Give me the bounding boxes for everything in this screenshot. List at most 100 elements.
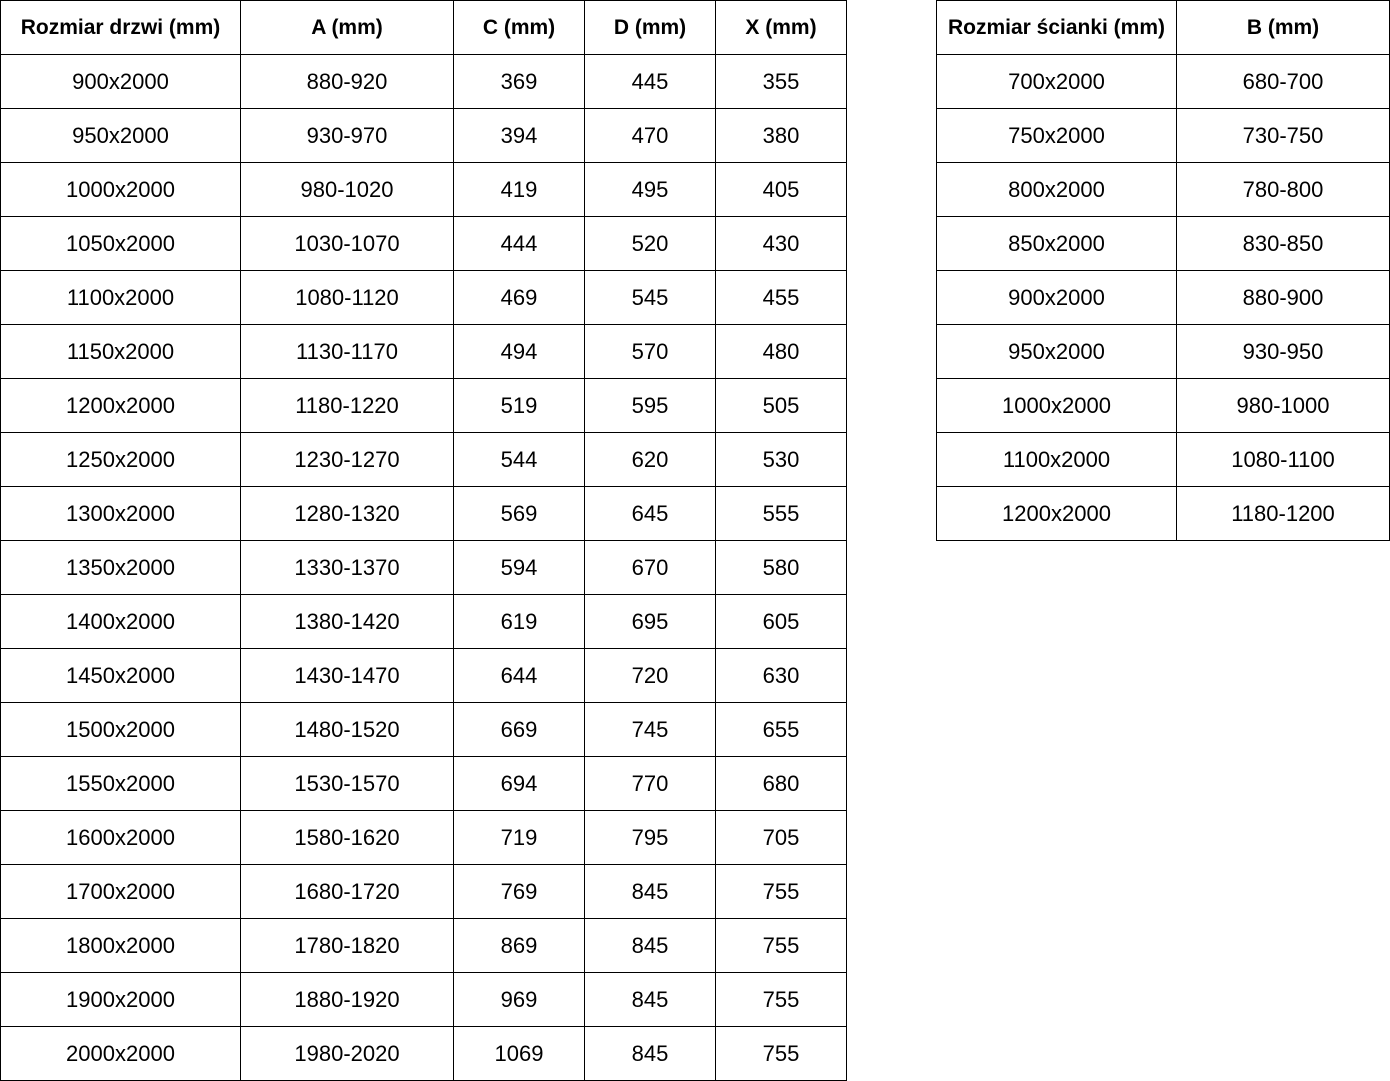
table-cell: 980-1020 bbox=[240, 162, 454, 217]
table-cell: 545 bbox=[584, 270, 716, 325]
table-cell: 355 bbox=[715, 54, 847, 109]
table-cell: 755 bbox=[715, 972, 847, 1027]
table-row: 1250x2000 1230-1270 544 620 530 bbox=[0, 432, 847, 487]
table-cell: 505 bbox=[715, 378, 847, 433]
table-cell: 1050x2000 bbox=[0, 216, 241, 271]
table-cell: 630 bbox=[715, 648, 847, 703]
table-cell: 620 bbox=[584, 432, 716, 487]
table-cell: 1250x2000 bbox=[0, 432, 241, 487]
table-cell: 720 bbox=[584, 648, 716, 703]
table-row: 1000x2000 980-1020 419 495 405 bbox=[0, 162, 847, 217]
table-cell: 869 bbox=[453, 918, 585, 973]
header-b: B (mm) bbox=[1176, 0, 1390, 55]
table-cell: 569 bbox=[453, 486, 585, 541]
table-cell: 1800x2000 bbox=[0, 918, 241, 973]
table-cell: 830-850 bbox=[1176, 216, 1390, 271]
table-row: 1150x2000 1130-1170 494 570 480 bbox=[0, 324, 847, 379]
table-cell: 445 bbox=[584, 54, 716, 109]
table-cell: 845 bbox=[584, 1026, 716, 1081]
table-cell: 469 bbox=[453, 270, 585, 325]
table-row: 700x2000 680-700 bbox=[936, 54, 1390, 109]
table-cell: 1380-1420 bbox=[240, 594, 454, 649]
table-cell: 950x2000 bbox=[0, 108, 241, 163]
table-row: 1050x2000 1030-1070 444 520 430 bbox=[0, 216, 847, 271]
table-cell: 755 bbox=[715, 918, 847, 973]
header-c: C (mm) bbox=[453, 0, 585, 55]
table-cell: 880-900 bbox=[1176, 270, 1390, 325]
table-row: 1200x2000 1180-1200 bbox=[936, 486, 1390, 541]
table-row: 1350x2000 1330-1370 594 670 580 bbox=[0, 540, 847, 595]
table-cell: 1230-1270 bbox=[240, 432, 454, 487]
table-cell: 394 bbox=[453, 108, 585, 163]
table-cell: 580 bbox=[715, 540, 847, 595]
table-cell: 470 bbox=[584, 108, 716, 163]
table-row: 1600x2000 1580-1620 719 795 705 bbox=[0, 810, 847, 865]
table-row: 1800x2000 1780-1820 869 845 755 bbox=[0, 918, 847, 973]
table-cell: 2000x2000 bbox=[0, 1026, 241, 1081]
table-row: 1700x2000 1680-1720 769 845 755 bbox=[0, 864, 847, 919]
table-cell: 655 bbox=[715, 702, 847, 757]
table-cell: 1480-1520 bbox=[240, 702, 454, 757]
table-cell: 1080-1100 bbox=[1176, 432, 1390, 487]
table-cell: 770 bbox=[584, 756, 716, 811]
table-cell: 645 bbox=[584, 486, 716, 541]
table-cell: 695 bbox=[584, 594, 716, 649]
table-cell: 930-950 bbox=[1176, 324, 1390, 379]
table-cell: 1069 bbox=[453, 1026, 585, 1081]
table-cell: 769 bbox=[453, 864, 585, 919]
header-door-size: Rozmiar drzwi (mm) bbox=[0, 0, 241, 55]
table-cell: 1180-1200 bbox=[1176, 486, 1390, 541]
table-cell: 1130-1170 bbox=[240, 324, 454, 379]
table-cell: 1580-1620 bbox=[240, 810, 454, 865]
table-cell: 1550x2000 bbox=[0, 756, 241, 811]
table-cell: 380 bbox=[715, 108, 847, 163]
table-cell: 1500x2000 bbox=[0, 702, 241, 757]
table-cell: 850x2000 bbox=[936, 216, 1177, 271]
table-cell: 1150x2000 bbox=[0, 324, 241, 379]
table-cell: 670 bbox=[584, 540, 716, 595]
table-cell: 845 bbox=[584, 864, 716, 919]
table-cell: 644 bbox=[453, 648, 585, 703]
table-cell: 750x2000 bbox=[936, 108, 1177, 163]
door-size-table: Rozmiar drzwi (mm) A (mm) C (mm) D (mm) … bbox=[0, 0, 847, 1081]
table-cell: 1200x2000 bbox=[936, 486, 1177, 541]
table-cell: 800x2000 bbox=[936, 162, 1177, 217]
table-row: 800x2000 780-800 bbox=[936, 162, 1390, 217]
table-cell: 719 bbox=[453, 810, 585, 865]
table-cell: 369 bbox=[453, 54, 585, 109]
table-cell: 694 bbox=[453, 756, 585, 811]
table-cell: 520 bbox=[584, 216, 716, 271]
header-x: X (mm) bbox=[715, 0, 847, 55]
table-cell: 1180-1220 bbox=[240, 378, 454, 433]
table-cell: 795 bbox=[584, 810, 716, 865]
table-row: 1900x2000 1880-1920 969 845 755 bbox=[0, 972, 847, 1027]
table-cell: 455 bbox=[715, 270, 847, 325]
header-a: A (mm) bbox=[240, 0, 454, 55]
table-cell: 900x2000 bbox=[0, 54, 241, 109]
table-cell: 1330-1370 bbox=[240, 540, 454, 595]
table-cell: 980-1000 bbox=[1176, 378, 1390, 433]
table-row: 950x2000 930-950 bbox=[936, 324, 1390, 379]
table-cell: 570 bbox=[584, 324, 716, 379]
table-row: 1450x2000 1430-1470 644 720 630 bbox=[0, 648, 847, 703]
table-cell: 1430-1470 bbox=[240, 648, 454, 703]
table-row: 2000x2000 1980-2020 1069 845 755 bbox=[0, 1026, 847, 1081]
table-cell: 1400x2000 bbox=[0, 594, 241, 649]
table-row: 950x2000 930-970 394 470 380 bbox=[0, 108, 847, 163]
table-cell: 969 bbox=[453, 972, 585, 1027]
table-cell: 730-750 bbox=[1176, 108, 1390, 163]
header-d: D (mm) bbox=[584, 0, 716, 55]
table-cell: 619 bbox=[453, 594, 585, 649]
table-row: 1100x2000 1080-1100 bbox=[936, 432, 1390, 487]
table-cell: 845 bbox=[584, 972, 716, 1027]
table-cell: 705 bbox=[715, 810, 847, 865]
table-row: 1550x2000 1530-1570 694 770 680 bbox=[0, 756, 847, 811]
table-cell: 1680-1720 bbox=[240, 864, 454, 919]
table-cell: 430 bbox=[715, 216, 847, 271]
table-cell: 405 bbox=[715, 162, 847, 217]
table-cell: 530 bbox=[715, 432, 847, 487]
table-cell: 1450x2000 bbox=[0, 648, 241, 703]
table-cell: 1200x2000 bbox=[0, 378, 241, 433]
table-cell: 1900x2000 bbox=[0, 972, 241, 1027]
table-row: 1500x2000 1480-1520 669 745 655 bbox=[0, 702, 847, 757]
